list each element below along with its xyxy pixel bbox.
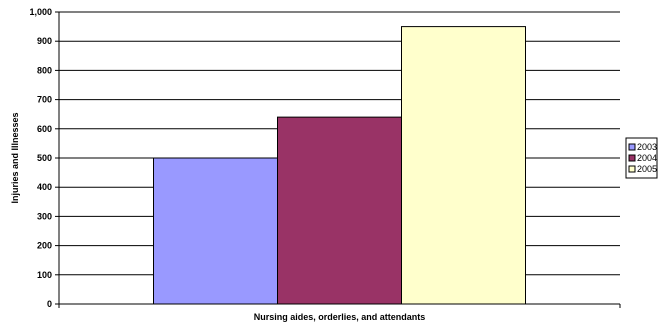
y-tick-label: 900 xyxy=(37,36,52,46)
legend-swatch-2004 xyxy=(628,154,636,162)
y-tick-label: 800 xyxy=(37,65,52,75)
legend-swatch-2003 xyxy=(628,143,636,151)
bar-2003 xyxy=(153,157,278,305)
y-tick-label: 0 xyxy=(47,299,52,309)
y-tick-label: 300 xyxy=(37,211,52,221)
bars xyxy=(153,26,526,305)
y-tick-label: 100 xyxy=(37,270,52,280)
legend-label-2005: 2005 xyxy=(637,164,657,174)
y-tick-labels: 0 100 200 300 400 500 600 700 800 900 1,000 xyxy=(29,7,52,309)
bar-2004 xyxy=(277,116,402,305)
axes xyxy=(55,11,621,308)
bar-2005 xyxy=(401,26,526,305)
y-tick-label: 200 xyxy=(37,241,52,251)
legend-label-2003: 2003 xyxy=(637,142,657,152)
legend-label-2004: 2004 xyxy=(637,153,657,163)
y-tick-label: 500 xyxy=(37,153,52,163)
y-tick-label: 400 xyxy=(37,182,52,192)
y-tick-label: 700 xyxy=(37,95,52,105)
y-tick-label: 1,000 xyxy=(29,7,52,17)
legend-swatch-2005 xyxy=(628,165,636,173)
x-axis-title: Nursing aides, orderlies, and attendants xyxy=(254,312,426,322)
y-tick-label: 600 xyxy=(37,124,52,134)
y-axis-title: Injuries and Illnesses xyxy=(10,112,20,203)
